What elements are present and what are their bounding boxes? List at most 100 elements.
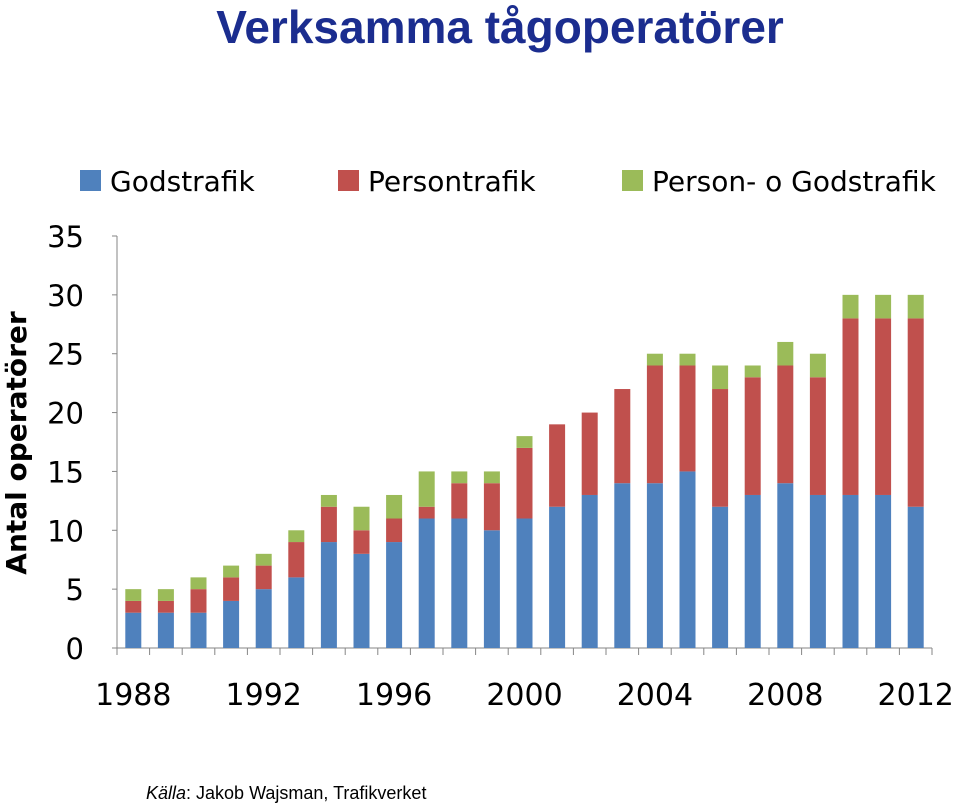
bar-segment-person-o-godstrafik [223,565,240,578]
bar-segment-godstrafik [646,483,663,648]
bar-segment-persontrafik [418,506,435,519]
bar-segment-persontrafik [353,530,370,554]
bar-segment-person-o-godstrafik [483,471,500,484]
bar-segment-persontrafik [483,483,500,531]
legend-swatch [338,170,359,191]
page-title: Verksamma tågoperatörer [216,1,784,53]
source-label: Källa [146,783,187,803]
bar-segment-person-o-godstrafik [777,341,794,366]
bar-segment-person-o-godstrafik [875,294,892,319]
bar-segment-godstrafik [483,530,500,648]
legend-swatch [80,170,101,191]
bar-segment-persontrafik [386,518,403,543]
y-tick-label: 15 [47,455,84,489]
legend-label: Persontrafik [368,165,536,198]
bar-segment-godstrafik [907,506,924,648]
source-note: Källa: Jakob Wajsman, Trafikverket [146,783,426,804]
x-tick-label: 1992 [226,678,302,713]
y-tick-label: 10 [47,514,84,548]
bar-segment-godstrafik [809,494,826,648]
bar-segment-godstrafik [614,483,631,648]
legend: Godstrafik Persontrafik Person- o Godstraf… [80,165,937,198]
bar-segment-persontrafik [157,600,174,613]
bar-segment-person-o-godstrafik [679,353,696,366]
bar-segment-person-o-godstrafik [907,294,924,319]
bar-segment-godstrafik [679,471,696,648]
bar-segment-persontrafik [875,318,892,495]
bar-segment-persontrafik [255,565,272,590]
x-tick-label: 2004 [617,678,693,713]
bar-segment-person-o-godstrafik [809,353,826,378]
bar-segment-person-o-godstrafik [255,553,272,566]
bar-segment-godstrafik [386,542,403,648]
x-tick-label: 2008 [747,678,823,713]
bar-segment-persontrafik [809,377,826,495]
bar-segment-godstrafik [712,506,729,648]
bars [125,294,924,648]
bar-segment-godstrafik [451,518,468,648]
bar-segment-godstrafik [581,494,598,648]
bar-segment-person-o-godstrafik [418,471,435,507]
bar-segment-persontrafik [125,600,142,613]
bar-segment-person-o-godstrafik [320,494,337,507]
bar-segment-godstrafik [353,553,370,648]
legend-swatch [622,170,643,191]
bar-segment-persontrafik [614,389,631,484]
bar-segment-persontrafik [320,506,337,543]
bar-segment-persontrafik [549,424,566,507]
bar-segment-person-o-godstrafik [744,365,761,378]
bar-segment-person-o-godstrafik [842,294,859,319]
bar-segment-godstrafik [288,577,305,648]
bar-segment-persontrafik [744,377,761,495]
bar-segment-godstrafik [125,612,142,648]
bar-segment-person-o-godstrafik [646,353,663,366]
bar-segment-godstrafik [842,494,859,648]
x-tick-label: 2000 [486,678,562,713]
bar-segment-persontrafik [646,365,663,484]
bar-segment-person-o-godstrafik [190,577,207,590]
y-axis-label: Antal operatörer [0,311,33,575]
bar-segment-godstrafik [223,600,240,648]
bar-segment-persontrafik [223,577,240,601]
legend-label: Godstrafik [110,165,255,198]
x-tick-label: 1996 [356,678,432,713]
bar-segment-person-o-godstrafik [516,436,533,448]
bar-segment-persontrafik [842,318,859,495]
bar-segment-person-o-godstrafik [451,471,468,484]
bar-segment-godstrafik [744,494,761,648]
x-tick-label: 1988 [95,678,171,713]
y-tick-label: 0 [66,632,84,666]
bar-segment-godstrafik [549,506,566,648]
bar-segment-godstrafik [157,612,174,648]
bar-segment-person-o-godstrafik [386,494,403,519]
bar-segment-persontrafik [516,447,533,519]
bar-segment-persontrafik [712,389,729,507]
bar-segment-godstrafik [190,612,207,648]
bar-segment-persontrafik [451,483,468,519]
bar-segment-person-o-godstrafik [353,506,370,531]
bar-segment-persontrafik [679,365,696,472]
x-tick-label: 2012 [878,678,954,713]
bar-segment-godstrafik [418,518,435,648]
bar-segment-persontrafik [581,412,598,495]
y-tick-label: 25 [47,338,84,372]
bar-segment-godstrafik [320,542,337,648]
source-text: : Jakob Wajsman, Trafikverket [186,783,427,803]
y-tick-label: 30 [47,279,84,313]
y-tick-label: 20 [47,397,84,431]
y-axis: 0 5 10 15 20 25 30 35 [47,220,118,666]
x-axis: 1988 1992 1996 2000 2004 2008 2012 [95,647,954,713]
bar-segment-persontrafik [907,318,924,507]
bar-segment-person-o-godstrafik [288,530,305,543]
bar-segment-godstrafik [516,518,533,648]
bar-segment-persontrafik [288,542,305,578]
bar-segment-persontrafik [190,589,207,613]
bar-segment-godstrafik [875,494,892,648]
bar-segment-person-o-godstrafik [712,365,729,390]
bar-segment-person-o-godstrafik [125,589,142,601]
legend-label: Person- o Godstrafik [652,165,937,198]
y-tick-label: 35 [47,220,84,254]
bar-segment-godstrafik [255,589,272,648]
bar-segment-godstrafik [777,483,794,648]
